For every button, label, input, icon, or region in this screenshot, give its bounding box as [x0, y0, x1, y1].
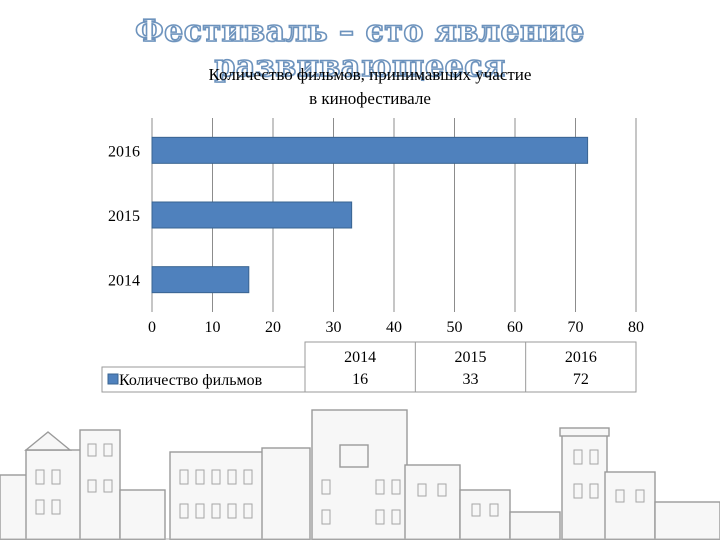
- slide-title: Фестиваль – єто явление развивающееся: [134, 13, 585, 85]
- data-table-value: 72: [573, 371, 589, 388]
- chart-title: Количество фильмов, принимавших участие …: [0, 63, 720, 111]
- x-tick-label: 80: [628, 319, 644, 336]
- x-tick-label: 50: [447, 319, 463, 336]
- chart-title-line-2: в кинофестивале: [309, 89, 431, 108]
- city-skyline-illustration: [0, 409, 720, 540]
- x-tick-label: 20: [265, 319, 281, 336]
- bar-2015: [151, 201, 353, 229]
- chart-title-line-1: Количество фильмов, принимавших участие: [208, 65, 532, 84]
- x-tick-label: 10: [205, 319, 221, 336]
- x-tick-label: 70: [568, 319, 584, 336]
- data-table-header: 2014: [344, 349, 376, 366]
- y-tick-label: 2016: [108, 143, 140, 160]
- bar-2016: [151, 136, 589, 164]
- data-table-value: 33: [463, 371, 479, 388]
- y-tick-label: 2015: [108, 208, 140, 225]
- bar-chart: 0 10 20 30 40 50 60 70 80 2014 2015 2016 2014 16 2015 3…: [101, 118, 644, 393]
- legend-cell: [101, 366, 306, 393]
- legend-label: Количество фильмов: [119, 372, 263, 389]
- x-tick-label: 0: [148, 319, 156, 336]
- bar-2014: [151, 266, 250, 294]
- legend-swatch: [107, 373, 119, 385]
- data-table-header: 2015: [455, 349, 487, 366]
- x-tick-label: 60: [507, 319, 523, 336]
- y-tick-label: 2014: [108, 273, 140, 290]
- x-tick-label: 40: [386, 319, 402, 336]
- x-tick-label: 30: [326, 319, 342, 336]
- data-table-header: 2016: [565, 349, 597, 366]
- data-table-value: 16: [352, 371, 368, 388]
